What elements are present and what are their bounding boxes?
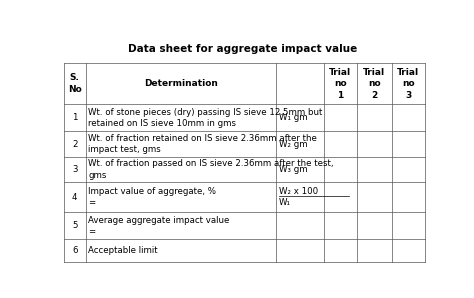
Text: W₂ x 100: W₂ x 100 bbox=[279, 187, 318, 196]
Text: Trial
no
2: Trial no 2 bbox=[363, 68, 385, 100]
Text: 6: 6 bbox=[72, 246, 77, 255]
Text: W₃ gm: W₃ gm bbox=[279, 165, 308, 174]
Text: Average aggregate impact value
=: Average aggregate impact value = bbox=[88, 216, 229, 236]
Text: Impact value of aggregate, %
=: Impact value of aggregate, % = bbox=[88, 187, 216, 208]
Text: Wt. of fraction retained on IS sieve 2.36mm after the
impact test, gms: Wt. of fraction retained on IS sieve 2.3… bbox=[88, 134, 317, 154]
Text: Data sheet for aggregate impact value: Data sheet for aggregate impact value bbox=[128, 44, 357, 54]
Text: W₁: W₁ bbox=[279, 198, 291, 207]
Text: 2: 2 bbox=[72, 140, 77, 149]
Text: W₂ gm: W₂ gm bbox=[279, 140, 308, 149]
Text: Wt. of stone pieces (dry) passing IS sieve 12.5mm but
retained on IS sieve 10mm : Wt. of stone pieces (dry) passing IS sie… bbox=[88, 108, 323, 128]
Text: W₁ gm: W₁ gm bbox=[279, 114, 308, 122]
Text: 5: 5 bbox=[72, 221, 77, 230]
Text: 1: 1 bbox=[72, 114, 77, 122]
Text: Trial
no
1: Trial no 1 bbox=[329, 68, 351, 100]
Text: Wt. of fraction passed on IS sieve 2.36mm after the test,
gms: Wt. of fraction passed on IS sieve 2.36m… bbox=[88, 159, 334, 180]
Text: Acceptable limit: Acceptable limit bbox=[88, 246, 158, 255]
Text: S.
No: S. No bbox=[68, 74, 82, 94]
Text: Trial
no
3: Trial no 3 bbox=[397, 68, 419, 100]
Text: 4: 4 bbox=[72, 193, 77, 202]
Text: 3: 3 bbox=[72, 165, 77, 174]
Text: Determination: Determination bbox=[144, 79, 218, 89]
